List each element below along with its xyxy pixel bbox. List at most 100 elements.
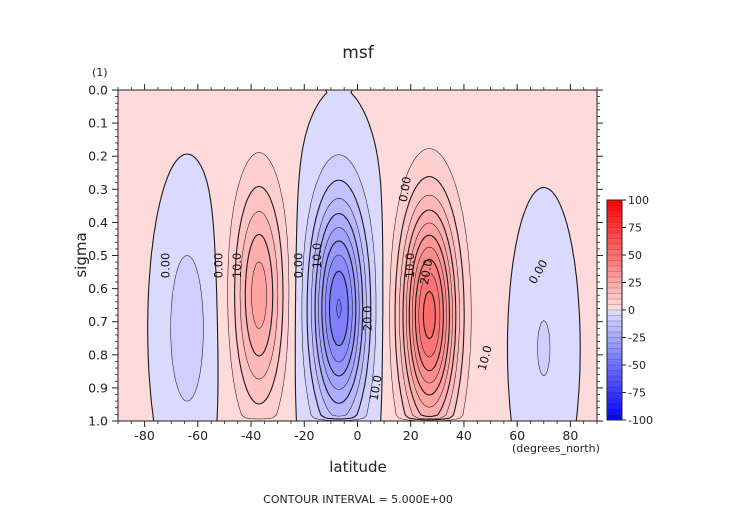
- y-tick-label: 0.7: [88, 314, 108, 329]
- y-tick-label: 0.5: [88, 248, 108, 263]
- contour-level-50: [422, 290, 436, 340]
- colorbar-band: [606, 331, 623, 338]
- colorbar-band: [606, 309, 623, 316]
- x-tick-label: 40: [456, 428, 472, 443]
- colorbar-band: [606, 359, 623, 366]
- colorbar-tick-label: 50: [628, 249, 642, 262]
- x-tick-label: -60: [188, 428, 208, 443]
- colorbar-band: [606, 364, 623, 371]
- colorbar-band: [606, 265, 623, 272]
- contour-level-30: [408, 234, 451, 396]
- contour-level-neg20: [314, 212, 364, 404]
- contour-level-neg40: [328, 270, 349, 347]
- contour-level-35: [412, 246, 447, 384]
- colorbar-band: [606, 386, 623, 393]
- contour-level-neg15: [311, 198, 367, 417]
- contour-label: 20.0: [361, 306, 375, 332]
- y-tick-label: 0.8: [88, 347, 108, 362]
- contour-level-15: [239, 194, 460, 419]
- colorbar-band: [606, 199, 623, 206]
- contour-level-neg10: [306, 179, 372, 420]
- y-tick-label: 0.0: [88, 83, 108, 98]
- colorbar-tick-label: 75: [628, 222, 642, 235]
- contour-label: 20.0: [417, 258, 435, 286]
- colorbar-band: [606, 271, 623, 278]
- contour-level-20: [244, 209, 457, 417]
- contour-lines: [118, 90, 597, 421]
- contour-label: 0.00: [158, 253, 172, 279]
- colorbar-band: [606, 326, 623, 333]
- colorbar-band: [606, 254, 623, 261]
- contour-level-40: [414, 258, 444, 372]
- y-tick-label: 0.9: [88, 380, 108, 395]
- colorbar-band: [606, 243, 623, 250]
- colorbar-band: [606, 216, 623, 223]
- y-tick-label: 0.1: [88, 116, 108, 131]
- contour-level-neg35: [325, 254, 353, 363]
- contour-level-neg45: [336, 298, 342, 319]
- colorbar-band: [606, 348, 623, 355]
- x-tick-label: 60: [509, 428, 525, 443]
- colorbar-tick-label: 100: [628, 194, 649, 207]
- colorbar-band: [606, 381, 623, 388]
- contour-label: 10.0: [367, 374, 385, 402]
- colorbar-band: [606, 414, 623, 421]
- colorbar-band: [606, 221, 623, 228]
- colorbar-band: [606, 315, 623, 322]
- colorbar-band: [606, 298, 623, 305]
- x-tick-label: 20: [403, 428, 419, 443]
- contour-field: [118, 90, 597, 421]
- colorbar-band: [606, 304, 623, 311]
- colorbar-band: [606, 260, 623, 267]
- x-tick-label: -80: [134, 428, 154, 443]
- colorbar: 100 75 50 25 0 -25 -50 -75 -100: [606, 194, 653, 427]
- contour-level-neg5: [170, 154, 551, 421]
- contour-level-10: [234, 175, 465, 421]
- colorbar-band: [606, 287, 623, 294]
- colorbar-band: [606, 276, 623, 283]
- contour-level-5: [227, 148, 472, 421]
- colorbar-band: [606, 227, 623, 234]
- contour-label: 10.0: [475, 344, 495, 372]
- chart-title: msf: [342, 43, 374, 63]
- contour-label: 0.00: [396, 175, 414, 203]
- colorbar-tick-label: 25: [628, 277, 642, 290]
- contour-label: 0.00: [291, 253, 305, 279]
- x-tick-label: 0: [354, 428, 362, 443]
- colorbar-band: [606, 403, 623, 410]
- colorbar-band: [606, 249, 623, 256]
- contour-level-25: [251, 222, 453, 408]
- x-axis-label: latitude: [329, 458, 387, 476]
- colorbar-tick-label: -25: [628, 332, 646, 345]
- contour-level-45: [418, 272, 441, 358]
- colorbar-tick-label: -100: [628, 414, 653, 427]
- colorbar-band: [606, 205, 623, 212]
- x-tick-label: -20: [294, 428, 314, 443]
- colorbar-band: [606, 375, 623, 382]
- contour-label: 10.0: [230, 253, 244, 279]
- colorbar-band: [606, 408, 623, 415]
- x-axis: -80 -60 -40 -20 0 20 40 60 80: [117, 84, 598, 443]
- contour-label: 10.0: [403, 253, 417, 279]
- colorbar-tick-label: 0: [628, 304, 635, 317]
- colorbar-band: [606, 397, 623, 404]
- x-tick-label: -40: [241, 428, 261, 443]
- contour-level-neg25: [318, 227, 360, 390]
- contour-label: 0.00: [212, 253, 226, 279]
- colorbar-tick-label: -75: [628, 387, 646, 400]
- colorbar-band: [606, 282, 623, 289]
- colorbar-band: [606, 337, 623, 344]
- x-tick-label: 80: [562, 428, 578, 443]
- y-axis-units: (1): [92, 66, 108, 79]
- contour-level-neg30: [321, 240, 357, 377]
- contour-interval-note: CONTOUR INTERVAL = 5.000E+00: [263, 493, 453, 506]
- colorbar-band: [606, 238, 623, 245]
- colorbar-band: [606, 210, 623, 217]
- contour-level-0: [118, 90, 597, 421]
- colorbar-band: [606, 392, 623, 399]
- y-tick-label: 1.0: [88, 414, 108, 429]
- colorbar-band: [606, 342, 623, 349]
- contour-label: 10.0: [310, 243, 324, 269]
- y-axis-label: sigma: [72, 232, 90, 277]
